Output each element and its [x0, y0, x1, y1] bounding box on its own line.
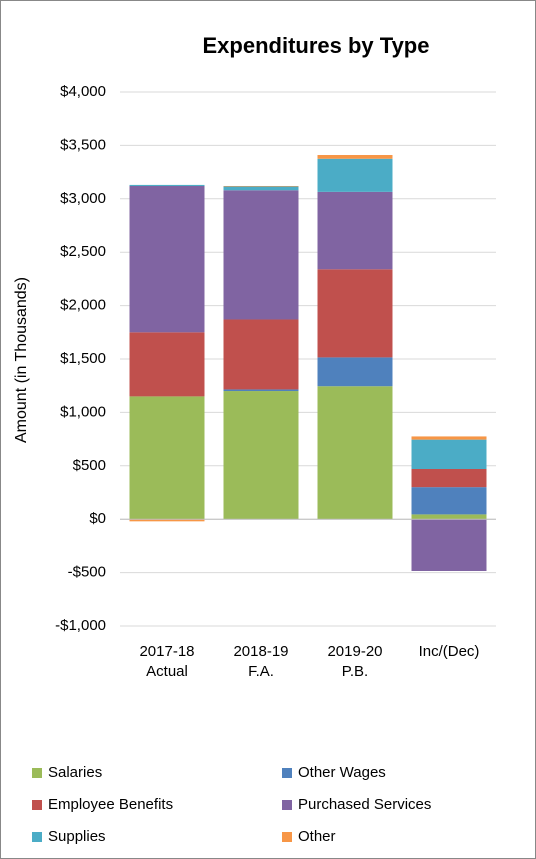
y-tick-label: $0 [89, 510, 106, 527]
bar-segment [317, 191, 393, 270]
x-tick-label: Inc/(Dec) [419, 643, 480, 660]
bar-segment [411, 487, 487, 515]
bar-segment [223, 190, 299, 320]
legend-swatch [32, 800, 42, 810]
y-tick-label: -$500 [68, 564, 106, 581]
y-tick-label: $2,000 [60, 297, 106, 314]
bar-segment [129, 519, 205, 522]
legend-swatch [282, 800, 292, 810]
legend-label: Employee Benefits [48, 796, 173, 813]
bar-segment [129, 396, 205, 520]
y-tick-label: $500 [73, 457, 106, 474]
bar-segment [129, 185, 205, 333]
bar-segment [129, 332, 205, 397]
bar-segment [411, 514, 487, 520]
bar-segment [411, 519, 487, 571]
chart-title: Expenditures by Type [203, 33, 430, 58]
y-tick-label: $3,000 [60, 190, 106, 207]
bar-segment [317, 386, 393, 520]
bar-segment [223, 186, 299, 191]
bar-segment [411, 469, 487, 488]
bar-segment [411, 436, 487, 440]
bar-segment [223, 185, 299, 187]
y-tick-label: -$1,000 [55, 617, 106, 634]
x-tick-label: 2018-19 F.A. [233, 643, 288, 680]
y-axis-label: Amount (in Thousands) [13, 277, 30, 443]
x-tick-label: 2019-20 P.B. [327, 643, 382, 680]
legend-swatch [282, 832, 292, 842]
y-tick-label: $2,500 [60, 243, 106, 260]
bar-segment [317, 158, 393, 192]
legend-label: Salaries [48, 764, 102, 781]
bar-segment [223, 391, 299, 520]
bar-segment [223, 389, 299, 392]
legend-label: Supplies [48, 828, 106, 845]
y-tick-label: $1,500 [60, 350, 106, 367]
bar-segment [317, 357, 393, 387]
legend-swatch [282, 768, 292, 778]
bar-segment [411, 439, 487, 470]
bar-segment [223, 319, 299, 390]
legend-label: Other Wages [298, 764, 386, 781]
y-tick-label: $3,500 [60, 136, 106, 153]
bar-segment [317, 155, 393, 159]
x-tick-label: 2017-18 Actual [139, 643, 194, 680]
bar-segment [317, 269, 393, 358]
legend-swatch [32, 768, 42, 778]
legend-swatch [32, 832, 42, 842]
legend-label: Purchased Services [298, 796, 431, 813]
y-tick-label: $1,000 [60, 403, 106, 420]
bar-segment [129, 184, 205, 186]
y-tick-label: $4,000 [60, 83, 106, 100]
legend-label: Other [298, 828, 336, 845]
